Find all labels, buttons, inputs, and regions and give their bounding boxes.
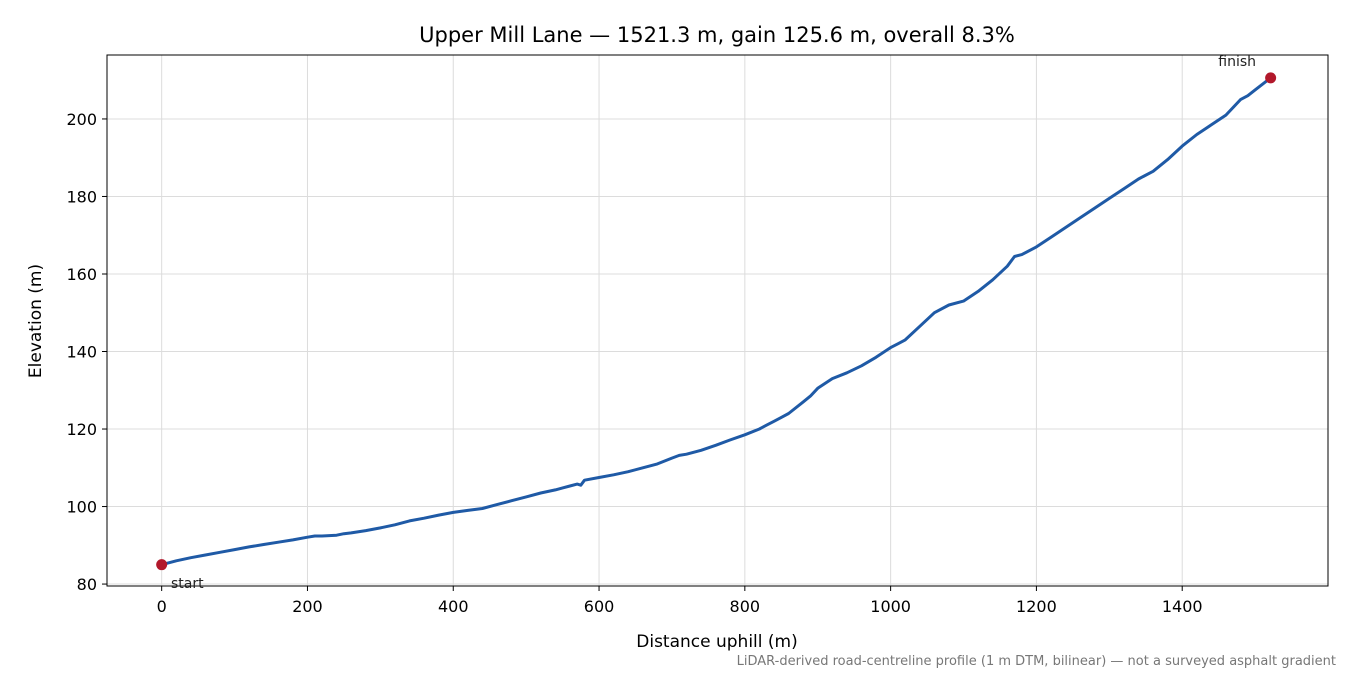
x-tick-label: 1200 <box>1016 597 1057 616</box>
y-tick-label: 100 <box>66 498 97 517</box>
series-group <box>160 76 1273 567</box>
elevation-profile-line <box>160 76 1273 567</box>
x-tick-label: 0 <box>157 597 167 616</box>
marker-group <box>156 72 1277 571</box>
start-marker <box>156 559 168 571</box>
x-tick-label: 200 <box>292 597 323 616</box>
x-tick-label: 600 <box>584 597 615 616</box>
y-tick-label: 140 <box>66 343 97 362</box>
y-tick-label: 180 <box>66 187 97 206</box>
y-tick-label: 80 <box>77 575 97 594</box>
finish-marker <box>1265 72 1277 84</box>
plot-frame <box>106 54 1329 587</box>
y-axis-label: Elevation (m) <box>26 264 46 378</box>
x-axis-ticks: 0 200 400 600 800 1000 1200 1400 <box>157 586 1203 616</box>
chart-footnote: LiDAR-derived road-centreline profile (1… <box>737 654 1336 669</box>
grid-lines <box>107 55 1328 586</box>
y-tick-label: 120 <box>66 420 97 439</box>
x-tick-label: 800 <box>730 597 761 616</box>
start-annotation: start <box>171 576 204 592</box>
chart-title: Upper Mill Lane — 1521.3 m, gain 125.6 m… <box>419 23 1015 47</box>
x-axis-label: Distance uphill (m) <box>636 632 797 652</box>
y-tick-label: 200 <box>66 110 97 129</box>
y-axis-ticks: 80 100 120 140 160 180 200 <box>66 110 107 594</box>
x-tick-label: 1000 <box>870 597 911 616</box>
x-tick-label: 1400 <box>1162 597 1203 616</box>
x-tick-label: 400 <box>438 597 469 616</box>
y-tick-label: 160 <box>66 265 97 284</box>
finish-annotation: finish <box>1218 54 1256 70</box>
